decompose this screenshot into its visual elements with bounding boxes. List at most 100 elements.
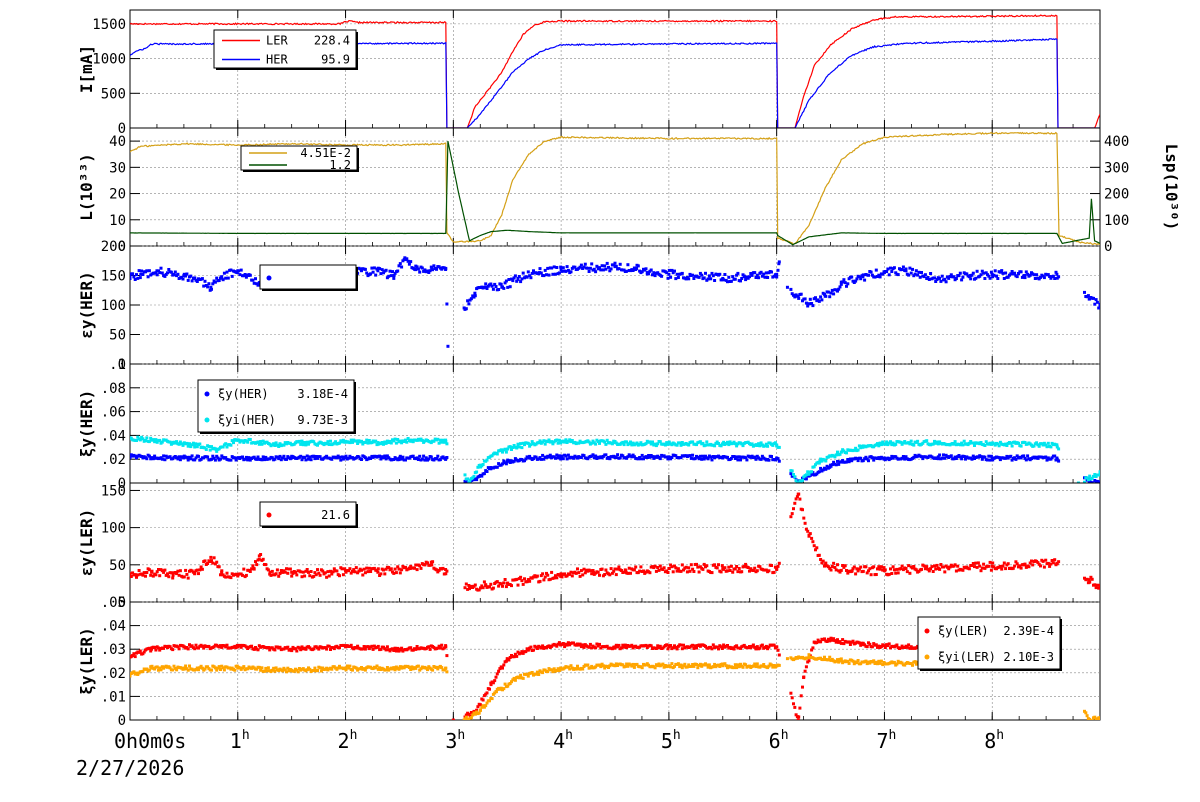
series--y-ler--mark [504,578,507,581]
series--y-ler--mark [868,567,871,570]
series--y-ler--mark [761,644,764,647]
series--yi-ler--mark [568,668,571,671]
series--y-her--mark [980,455,983,458]
series--yi-her--mark [356,442,359,445]
series--y-her--mark [698,276,701,279]
series--yi-her--mark [438,442,441,445]
series--y-her--mark [227,277,230,280]
series--y-her--mark [542,274,545,277]
series--y-ler--mark [532,649,535,652]
data-point [506,657,509,660]
data-point [883,442,886,445]
series--y-her--mark [201,277,204,280]
series--yi-ler--mark [171,668,174,671]
data-point [1088,578,1091,581]
series--y-ler--mark [258,558,261,561]
series--y-ler--mark [149,574,152,577]
series--y-her--mark [818,300,821,303]
y-tick-label: .02 [101,452,126,468]
data-point [479,464,482,467]
series--yi-her--mark [519,442,522,445]
series--y-her--mark [828,295,831,298]
legend-swatch [205,392,210,397]
series--y-her--mark [766,276,769,279]
series--y-her--mark [187,459,190,462]
series--yi-ler--mark [426,668,429,671]
series--y-her--mark [408,263,411,266]
series--yi-ler--mark [670,662,673,665]
series--y-her--mark [241,456,244,459]
series--y-her--mark [580,264,583,267]
series--y-her--mark [703,276,706,279]
series--y-her--mark [924,273,927,276]
data-point [775,273,778,276]
data-point [215,448,218,451]
data-point [721,442,724,445]
legend-name: LER [266,34,288,48]
series--yi-her--mark [360,440,363,443]
series--y-her--mark [972,272,975,275]
series--y-her--mark [928,278,931,281]
series--y-ler--mark [368,567,371,570]
series--y-ler--mark [285,567,288,570]
series--y-ler--mark [729,569,732,572]
series--y-ler--mark [798,707,801,710]
y-axis-label: I[mA] [77,45,96,93]
series--y-her--mark [586,267,589,270]
series--y-her--mark [1002,272,1005,275]
series--y-her--mark [251,279,254,282]
series--y-ler--mark [811,646,814,649]
series--y-ler--mark [143,571,146,574]
data-point [290,571,293,574]
data-point [490,466,493,469]
series--yi-her--mark [1020,445,1023,448]
series--y-ler--mark [659,565,662,568]
series--y-ler--mark [791,512,794,515]
data-point [344,457,347,460]
series--y-her--mark [1003,277,1006,280]
series--y-her--mark [139,276,142,279]
series--y-ler--mark [822,560,825,563]
series--y-her--mark [625,270,628,273]
series--y-her--mark [996,277,999,280]
data-point [129,436,132,439]
series--y-her--mark [818,470,821,473]
data-point [991,565,994,568]
series--y-her--mark [191,454,194,457]
series--yi-ler--mark [537,673,540,676]
series--y-ler--mark [736,570,739,573]
series--y-ler--mark [413,567,416,570]
series--y-ler--mark [571,574,574,577]
data-point [527,457,530,460]
series--y-her--mark [1035,273,1038,276]
series--y-ler--mark [242,568,245,571]
y-tick-label: .04 [101,619,126,635]
series--yi-her--mark [328,443,331,446]
series--y-ler--mark [1027,565,1030,568]
data-point [269,571,272,574]
series--y-her--mark [554,457,557,460]
data-point [538,441,541,444]
series--y-ler--mark [520,579,523,582]
series--y-her--mark [590,262,593,265]
y-tick-label: .01 [101,689,126,705]
series--y-ler--mark [154,649,157,652]
series--yi-ler--mark [576,665,579,668]
series--y-her--mark [689,454,692,457]
series--y-ler--mark [549,578,552,581]
legend-value: 95.9 [321,53,350,67]
series--y-ler--mark [852,640,855,643]
series--y-her--mark [974,277,977,280]
data-point [560,440,563,443]
y-axis-label: ξy(LER) [77,627,96,694]
series--y-her--mark [718,273,721,276]
data-point [403,256,406,259]
series--y-ler--mark [901,565,904,568]
data-point [446,345,449,348]
series--y-her--mark [820,298,823,301]
series--yi-ler--mark [541,671,544,674]
series--y-her--mark [902,266,905,269]
series--y-her--mark [436,455,439,458]
data-point [538,271,541,274]
series--yi-her--mark [824,460,827,463]
